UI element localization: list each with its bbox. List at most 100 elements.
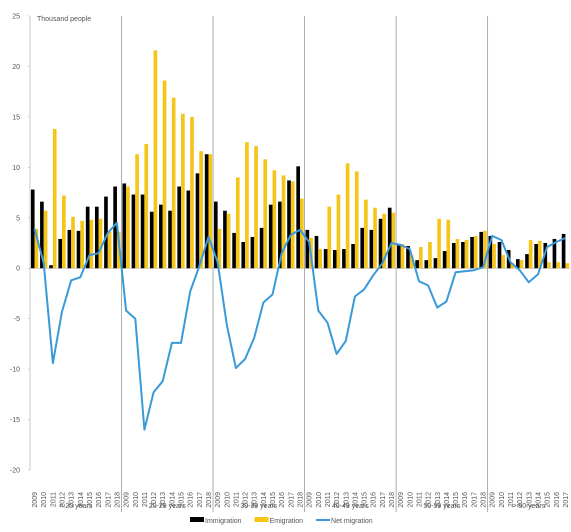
bar <box>455 238 460 269</box>
bar <box>433 258 438 269</box>
bar <box>378 218 383 269</box>
bar <box>287 180 291 269</box>
x-tick-label: 2016 <box>279 492 286 508</box>
bar <box>98 218 103 269</box>
bar <box>492 244 496 269</box>
bar <box>104 196 108 269</box>
bar <box>52 128 57 269</box>
bar <box>397 244 401 269</box>
bar <box>373 207 377 269</box>
bar <box>461 241 465 269</box>
legend-swatch <box>190 517 204 522</box>
bar <box>336 194 341 269</box>
bar <box>437 218 441 269</box>
bar <box>497 241 502 269</box>
bar <box>543 243 548 269</box>
x-tick-label: 2014 <box>78 492 85 508</box>
y-tick-label: 15 <box>12 114 20 121</box>
bar <box>354 171 359 269</box>
line <box>33 221 566 431</box>
x-tick-label: 2013 <box>435 492 442 508</box>
bar <box>451 243 456 269</box>
x-tick-label: 2015 <box>453 492 460 508</box>
bar <box>250 236 255 269</box>
bar <box>107 231 112 269</box>
bar <box>369 229 374 269</box>
x-tick-label: 2015 <box>179 492 186 508</box>
bar <box>516 259 520 269</box>
bar <box>415 260 419 269</box>
x-tick-label: 2012 <box>243 492 250 508</box>
y-tick-label: -10 <box>10 367 20 374</box>
bar <box>259 227 264 269</box>
bar <box>34 228 39 269</box>
bar <box>278 201 282 269</box>
bar <box>199 151 203 269</box>
bar <box>58 238 63 269</box>
x-tick-label: 2011 <box>233 492 240 507</box>
bar <box>561 233 566 269</box>
bar <box>483 230 487 269</box>
bar <box>565 263 570 269</box>
bar <box>181 113 185 269</box>
bar <box>204 154 209 269</box>
bar <box>122 183 127 269</box>
bar <box>162 80 167 269</box>
bar <box>473 235 478 269</box>
bar <box>159 204 163 269</box>
bar <box>446 219 451 269</box>
bar <box>400 244 405 269</box>
x-tick-label: 2012 <box>426 492 433 508</box>
bar <box>547 262 551 269</box>
x-tick-label: 2013 <box>160 492 167 508</box>
bar <box>85 206 90 269</box>
x-tick-label: 2014 <box>261 492 268 508</box>
bar <box>235 177 240 269</box>
bar <box>428 241 432 269</box>
bar <box>345 163 350 269</box>
bar <box>226 213 231 269</box>
bar <box>195 173 200 269</box>
x-tick-label: 2011 <box>416 492 423 507</box>
x-tick-label: 2016 <box>188 492 195 508</box>
bar <box>254 146 258 269</box>
y-tick-label: 5 <box>16 215 20 222</box>
bar <box>89 219 94 269</box>
bar <box>296 166 300 269</box>
bar <box>488 235 493 269</box>
legend-swatch <box>254 517 269 522</box>
bar <box>314 235 319 269</box>
x-tick-label: 2012 <box>517 492 524 508</box>
x-tick-label: 2017 <box>105 492 112 508</box>
bar <box>223 210 227 269</box>
bar <box>71 216 75 269</box>
bar <box>217 228 222 269</box>
bar <box>290 181 295 269</box>
bar <box>510 263 515 269</box>
bar <box>501 255 506 269</box>
bar <box>40 201 44 269</box>
y-axis-label: Thousand people <box>37 16 91 23</box>
bar <box>241 241 246 269</box>
x-tick-label: 2010 <box>133 492 140 508</box>
bar <box>323 249 328 269</box>
x-tick-label: 2015 <box>362 492 369 508</box>
bar <box>332 250 337 269</box>
x-tick-label: 2013 <box>526 492 533 508</box>
y-tick-label: 10 <box>12 165 20 172</box>
group-label: 50-59 years <box>423 503 460 510</box>
bar <box>387 207 392 269</box>
x-tick-label: 2015 <box>270 492 277 508</box>
bar <box>177 186 182 269</box>
bar <box>126 186 130 269</box>
bar <box>272 170 277 269</box>
bar <box>67 229 72 269</box>
bar <box>556 262 560 269</box>
x-tick-label: 2015 <box>87 492 94 508</box>
bar <box>62 195 66 269</box>
x-tick-label: 2018 <box>298 492 305 508</box>
bar <box>281 175 286 269</box>
bar <box>268 204 273 269</box>
legend-label: Net migration <box>331 518 373 525</box>
